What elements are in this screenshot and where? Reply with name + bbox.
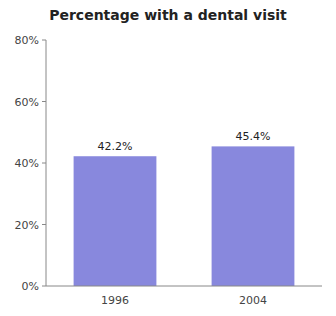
x-tick-label: 2004 — [239, 294, 267, 307]
y-tick-label: 60% — [15, 96, 39, 109]
y-tick — [42, 224, 46, 225]
bar — [74, 156, 157, 286]
y-axis-line — [46, 40, 47, 286]
bar — [212, 146, 295, 286]
page: {"chart_data": {"type": "bar", "title": … — [0, 0, 336, 316]
y-tick — [42, 163, 46, 164]
data-label: 45.4% — [236, 130, 271, 143]
y-tick — [42, 286, 46, 287]
y-tick-label: 40% — [15, 157, 39, 170]
y-tick-label: 0% — [22, 280, 39, 293]
chart-svg: Percentage with a dental visit 0% 20% 40% 60… — [0, 0, 336, 316]
y-tick-label: 80% — [15, 34, 39, 47]
y-tick — [42, 40, 46, 41]
x-axis: 1996 2004 — [46, 286, 322, 307]
y-tick-label: 20% — [15, 219, 39, 232]
chart-container: Percentage with a dental visit 0% 20% 40% 60… — [0, 0, 336, 316]
data-labels: 42.2% 45.4% — [98, 130, 271, 153]
x-axis-line — [46, 286, 322, 287]
x-tick-label: 1996 — [101, 294, 129, 307]
y-tick — [42, 101, 46, 102]
y-axis: 0% 20% 40% 60% 80% — [15, 34, 46, 293]
title: Percentage with a dental visit — [49, 7, 287, 23]
bars — [74, 146, 295, 286]
data-label: 42.2% — [98, 140, 133, 153]
